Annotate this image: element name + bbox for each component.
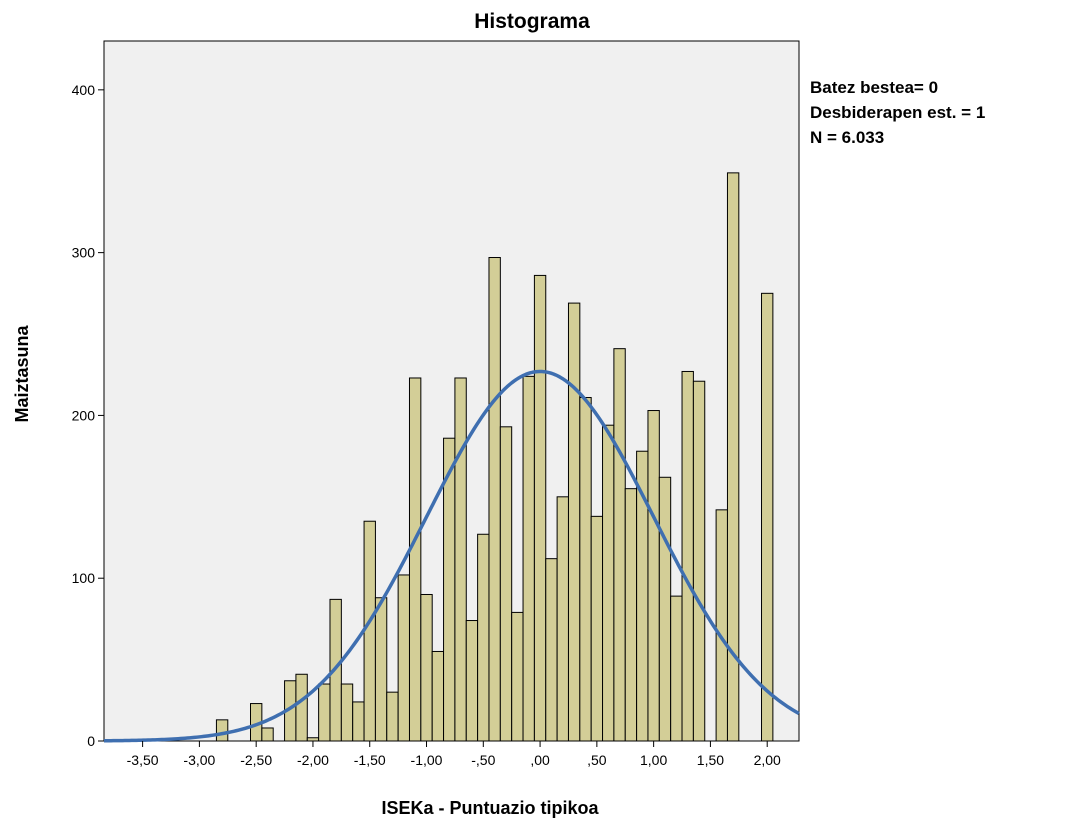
histogram-bar	[318, 683, 331, 742]
histogram-bar	[386, 691, 399, 742]
stat-n: N = 6.033	[810, 128, 885, 147]
histogram-bar	[465, 620, 479, 742]
histogram-bar	[261, 727, 274, 742]
histogram-bar	[340, 683, 354, 742]
histogram-bar	[408, 377, 422, 742]
histogram-bar	[681, 370, 694, 742]
histogram-bar	[761, 292, 774, 742]
x-axis-label: ISEKa - Puntuazio tipikoa	[381, 798, 599, 818]
x-tick-label: -1,50	[354, 752, 386, 768]
histogram-bar	[567, 302, 581, 742]
chart-title: Histograma	[474, 10, 590, 33]
y-tick-label: 400	[72, 82, 96, 98]
histogram-bar	[306, 737, 320, 742]
histogram-bar	[602, 424, 615, 742]
x-tick-label: -2,00	[297, 752, 329, 768]
histogram-bar	[488, 257, 501, 742]
histogram-bar	[295, 673, 308, 742]
histogram-bar	[579, 397, 592, 742]
stat-stddev: Desbiderapen est. = 1	[810, 103, 986, 122]
y-tick-label: 200	[72, 407, 96, 423]
x-tick-label: -1,00	[411, 752, 443, 768]
x-tick-label: 2,00	[754, 752, 781, 768]
histogram-bar	[613, 348, 626, 742]
histogram-bar	[715, 509, 728, 742]
y-tick-label: 300	[72, 245, 96, 261]
y-tick-label: 100	[72, 570, 96, 586]
x-tick-label: 1,50	[697, 752, 724, 768]
histogram-bar	[363, 520, 376, 742]
histogram-bar	[499, 426, 513, 742]
curve-group	[103, 369, 800, 743]
x-tick-label: -3,50	[127, 752, 159, 768]
histogram-bar	[431, 650, 445, 742]
bars-group	[215, 172, 774, 742]
y-axis-label: Maiztasuna	[12, 325, 32, 423]
histogram-bar	[670, 595, 683, 742]
normal-curve	[103, 369, 800, 743]
histogram-bar	[647, 410, 660, 742]
stat-mean: Batez bestea= 0	[810, 78, 939, 97]
histogram-bar	[545, 558, 558, 742]
histogram-bar	[511, 611, 524, 742]
histogram-bar	[454, 377, 467, 742]
y-tick-label: 0	[87, 733, 95, 749]
histogram-bar	[397, 574, 410, 742]
histogram-bar	[556, 496, 569, 742]
histogram-bar	[590, 515, 604, 742]
x-tick-label: -,50	[471, 752, 495, 768]
x-tick-label: -2,50	[240, 752, 272, 768]
histogram-bar	[522, 375, 535, 742]
y-axis: 0 100 200 300 400	[72, 82, 104, 749]
histogram-bar	[692, 380, 706, 742]
histogram-bar	[533, 274, 547, 742]
histogram-bar	[215, 719, 229, 742]
histogram-bar	[420, 593, 433, 742]
x-tick-label: -3,00	[183, 752, 215, 768]
histogram-bar	[726, 172, 740, 742]
x-tick-label: ,50	[587, 752, 607, 768]
x-axis: -3,50 -3,00 -2,50 -2,00 -1,50 -1,00 -,50 ,00 ,50…	[127, 741, 781, 768]
x-tick-label: ,00	[530, 752, 550, 768]
histogram-bar	[374, 597, 388, 742]
histogram-bar	[477, 533, 490, 742]
x-tick-label: 1,00	[640, 752, 667, 768]
histogram-bar	[624, 488, 638, 742]
histogram-bar	[352, 701, 365, 742]
histogram-bar	[658, 476, 672, 742]
